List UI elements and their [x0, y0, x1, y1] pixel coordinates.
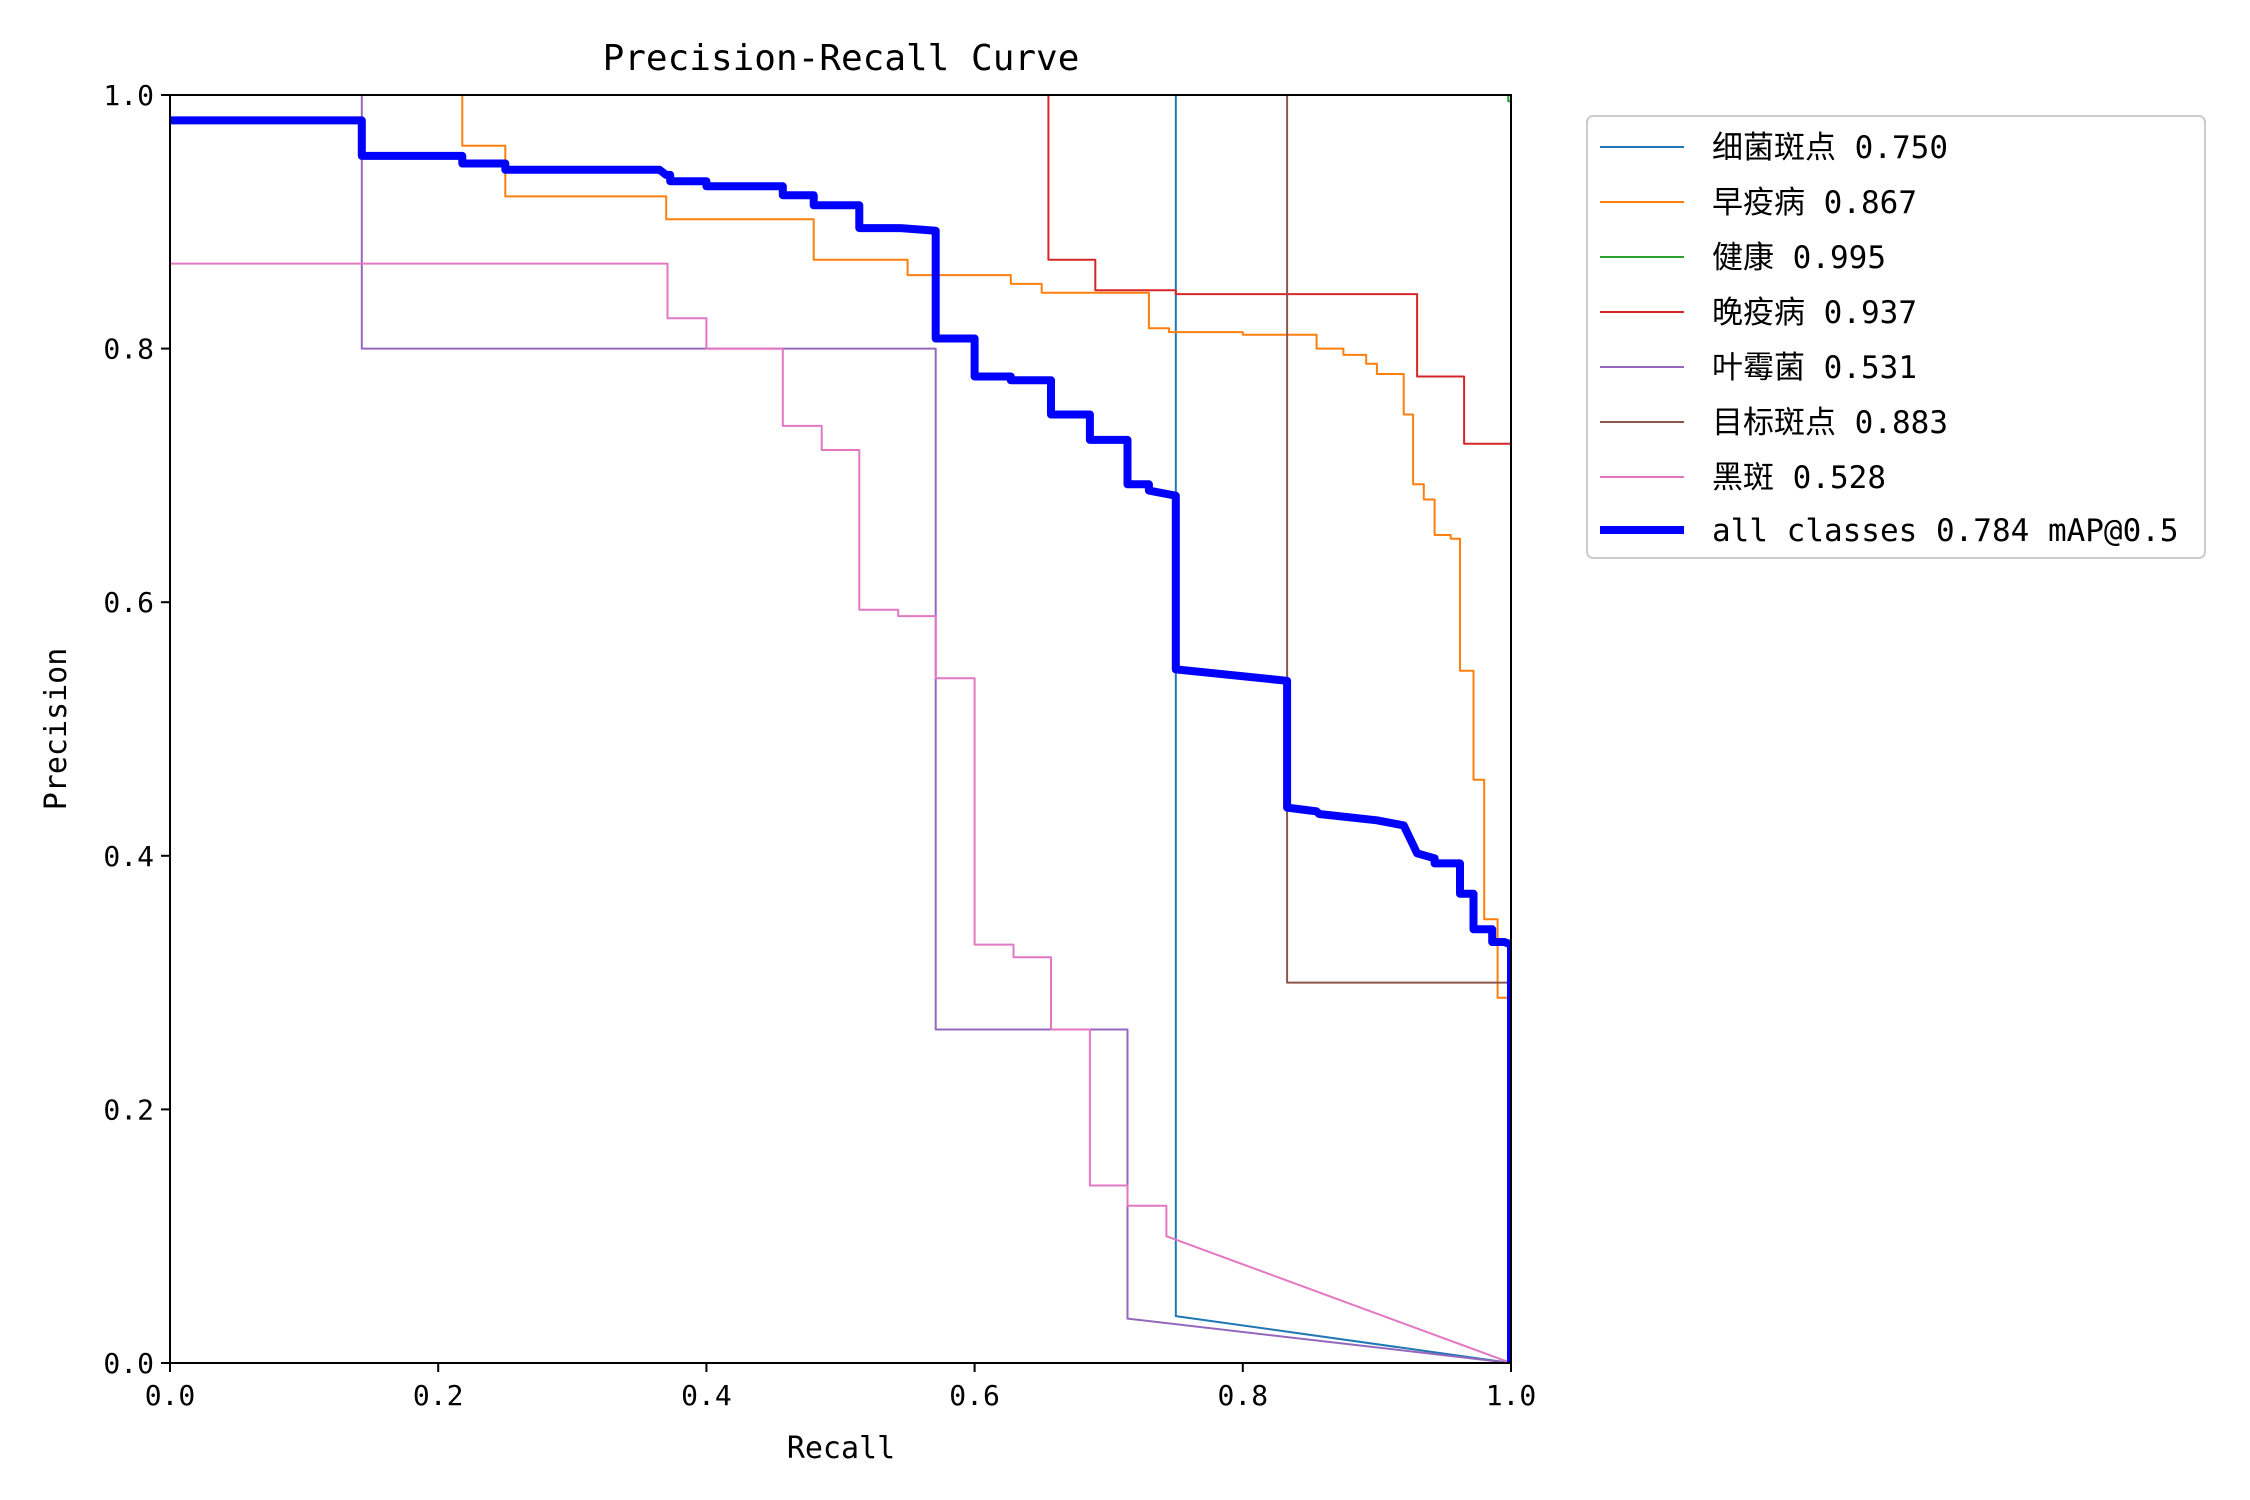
y-axis-ticks: 0.0 0.2 0.4 0.6 0.8 1.0: [103, 79, 170, 1380]
series-line-7: [170, 116, 1511, 1363]
x-tick-label: 0.8: [1218, 1379, 1269, 1412]
y-axis-label: Precision: [39, 648, 74, 811]
x-axis-ticks: 0.0 0.2 0.4 0.6 0.8 1.0: [145, 1363, 1537, 1412]
legend-label-1: 早疫病 0.867: [1712, 185, 1917, 221]
legend-box: [1586, 115, 2206, 559]
series-line-3: [1047, 95, 1511, 1363]
plot-frame: [169, 94, 1512, 1364]
x-tick-label: 0.0: [145, 1379, 196, 1412]
legend-label-4: 叶霉菌 0.531: [1712, 350, 1917, 386]
series-layer: [170, 95, 1511, 1363]
series-line-4: [360, 95, 1511, 1363]
y-tick-label: 0.0: [103, 1347, 154, 1380]
y-tick-label: 0.2: [103, 1093, 154, 1126]
legend-label-7: all classes 0.784 mAP@0.5: [1712, 513, 2179, 549]
legend: 细菌斑点 0.750 早疫病 0.867 健康 0.995 晚疫病 0.937 叶霉菌 …: [1586, 115, 2206, 559]
series-line-6: [170, 262, 1511, 1363]
legend-label-3: 晚疫病 0.937: [1712, 295, 1917, 331]
y-tick-label: 0.4: [103, 840, 154, 873]
series-line-1: [461, 95, 1511, 1363]
chart-title: Precision-Recall Curve: [603, 38, 1080, 79]
series-line-5: [1286, 95, 1511, 1363]
x-tick-label: 1.0: [1486, 1379, 1537, 1412]
legend-label-2: 健康 0.995: [1712, 240, 1886, 276]
y-tick-label: 0.8: [103, 333, 154, 366]
x-axis-label: Recall: [787, 1431, 895, 1466]
series-line-0: [1174, 95, 1511, 1363]
x-tick-label: 0.6: [949, 1379, 1000, 1412]
x-tick-label: 0.2: [413, 1379, 464, 1412]
series-line-2: [170, 95, 1511, 1363]
x-tick-label: 0.4: [681, 1379, 732, 1412]
legend-label-6: 黑斑 0.528: [1712, 460, 1886, 496]
y-tick-label: 0.6: [103, 586, 154, 619]
legend-label-0: 细菌斑点 0.750: [1712, 130, 1948, 166]
legend-label-5: 目标斑点 0.883: [1712, 405, 1948, 441]
y-tick-label: 1.0: [103, 79, 154, 112]
